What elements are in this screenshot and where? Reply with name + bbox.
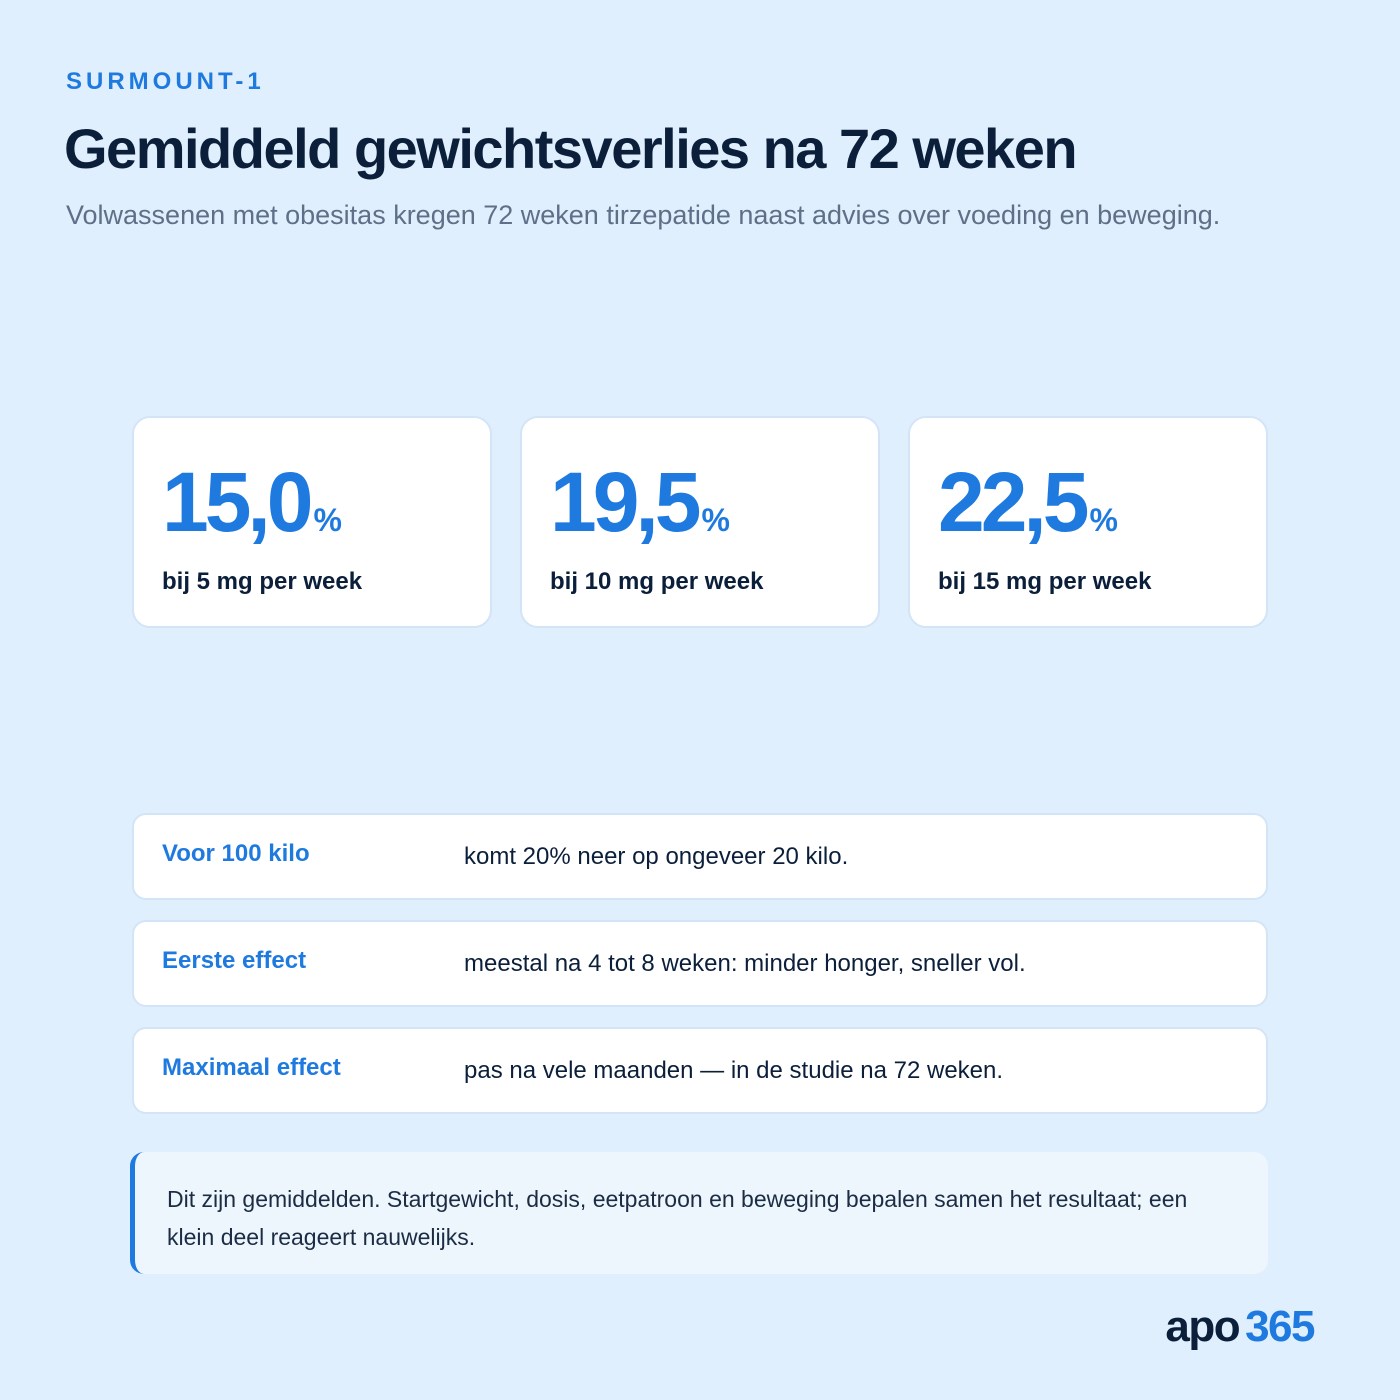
stat-number: 15,0: [162, 455, 313, 549]
fact-value: komt 20% neer op ongeveer 20 kilo.: [464, 842, 849, 870]
fact-value: pas na vele maanden — in de studie na 72…: [464, 1056, 1004, 1084]
fact-row-first-effect: Eerste effect meestal na 4 tot 8 weken: …: [132, 920, 1268, 1007]
stats-row: 15,0 % bij 5 mg per week 19,5 % bij 10 m…: [132, 416, 1268, 628]
fact-row-max-effect: Maximaal effect pas na vele maanden — in…: [132, 1027, 1268, 1114]
page-title: Gemiddeld gewichtsverlies na 72 weken: [64, 117, 1078, 180]
facts-list: Voor 100 kilo komt 20% neer op ongeveer …: [132, 813, 1268, 1134]
stat-label: bij 10 mg per week: [550, 568, 764, 595]
logo-number: 365: [1245, 1302, 1315, 1351]
fact-value: meestal na 4 tot 8 weken: minder honger,…: [464, 949, 1026, 977]
stat-card-15mg: 22,5 % bij 15 mg per week: [908, 416, 1268, 628]
stat-number: 22,5: [938, 455, 1089, 549]
fact-key: Eerste effect: [162, 946, 307, 974]
apo365-logo: apo 365: [1165, 1302, 1315, 1352]
disclaimer-note: Dit zijn gemiddelden. Startgewicht, dosi…: [130, 1152, 1268, 1274]
fact-key: Maximaal effect: [162, 1053, 341, 1081]
stat-number: 19,5: [550, 455, 701, 549]
stat-value: 22,5 %: [938, 458, 1266, 546]
fact-key: Voor 100 kilo: [162, 839, 310, 867]
stat-card-10mg: 19,5 % bij 10 mg per week: [520, 416, 880, 628]
eyebrow-label: SURMOUNT-1: [66, 68, 265, 95]
stat-value: 19,5 %: [550, 458, 878, 546]
stat-value: 15,0 %: [162, 458, 490, 546]
logo-mark: apo: [1165, 1302, 1240, 1351]
fact-row-weight: Voor 100 kilo komt 20% neer op ongeveer …: [132, 813, 1268, 900]
stat-card-5mg: 15,0 % bij 5 mg per week: [132, 416, 492, 628]
page-subtitle: Volwassenen met obesitas kregen 72 weken…: [66, 200, 1221, 230]
stat-label: bij 5 mg per week: [162, 568, 363, 595]
stat-unit: %: [1089, 502, 1118, 538]
stat-unit: %: [313, 502, 342, 538]
stat-unit: %: [701, 502, 730, 538]
stat-label: bij 15 mg per week: [938, 568, 1152, 595]
